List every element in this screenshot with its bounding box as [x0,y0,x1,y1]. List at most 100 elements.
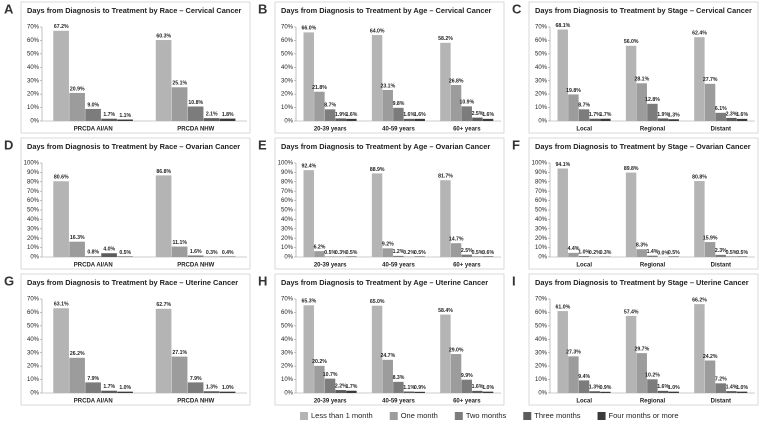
value-label: 26.8% [449,78,464,84]
panel-letter: G [4,273,14,288]
value-label: 27.3% [566,350,581,356]
legend-swatch [300,412,308,420]
y-tick-label: 20% [535,92,548,98]
x-tick-label: 40-59 years [382,399,415,405]
value-label: 1.7% [346,384,358,390]
bar [578,380,590,393]
panel-letter: I [512,273,516,288]
bar [568,252,579,257]
value-label: 4.4% [568,246,580,252]
value-label: 8.3% [393,375,405,381]
bar [715,383,726,393]
bar [171,356,188,393]
value-label: 64.0% [370,28,385,34]
panel-frame [274,273,505,406]
panel-letter: F [512,137,520,152]
y-tick-label: 60% [281,198,294,204]
value-label: 27.1% [172,350,187,356]
y-tick-label: 10% [27,377,40,383]
bar [303,170,314,257]
legend-swatch [454,412,463,420]
panel-letter: C [512,1,522,16]
panel-frame [20,1,251,134]
value-label: 66.2% [692,297,707,303]
y-tick-label: 50% [281,51,294,57]
y-tick-label: 40% [535,65,548,71]
chart-title: Days from Diagnosis to Treatment by Age … [281,278,488,287]
value-label: 0.5% [736,250,748,256]
y-tick-label: 0% [284,391,293,397]
y-tick-label: 60% [281,310,294,316]
y-tick-label: 30% [27,226,40,232]
chart-title: Days from Diagnosis to Treatment by Race… [27,6,242,15]
y-tick-label: 50% [535,51,548,57]
value-label: 0.5% [414,250,426,256]
value-label: 0.9% [600,385,612,391]
y-tick-label: 70% [281,189,294,195]
value-label: 2.2% [335,383,347,389]
bar [101,390,117,393]
value-label: 56.0% [624,39,639,45]
value-label: 0.5% [668,250,680,256]
bar [657,390,669,393]
y-tick-label: 50% [27,323,40,329]
bar [414,118,425,121]
chart-title: Days from Diagnosis to Treatment by Age … [281,6,492,15]
bar [324,378,336,393]
bar [69,92,85,121]
value-label: 10.9% [459,100,474,106]
y-tick-label: 50% [535,208,548,214]
bar [414,391,425,393]
y-tick-label: 30% [27,350,40,356]
value-label: 9.4% [578,374,590,380]
x-tick-label: PRCDA NHW [177,263,214,269]
panel-letter: B [258,1,267,16]
bar [85,382,101,393]
value-label: 58.4% [438,308,453,314]
value-label: 80.6% [54,175,69,181]
bar [704,360,716,393]
x-tick-label: PRCDA NHW [177,127,214,133]
bar [568,94,579,121]
y-tick-label: 0% [538,391,547,397]
bar [668,119,679,121]
value-label: 0.8% [87,250,99,256]
legend-label: One month [401,411,438,420]
y-tick-label: 30% [281,226,294,232]
y-tick-label: 10% [27,245,40,251]
bar [117,119,133,121]
value-label: 1.9% [335,112,347,118]
y-tick-label: 0% [284,255,293,261]
value-label: 2.3% [715,248,727,254]
bar [382,89,393,121]
value-label: 10.2% [645,373,660,379]
bar [53,308,69,393]
bar [371,305,383,393]
value-label: 65.0% [370,299,385,305]
bar [461,106,472,121]
chart-title: Days from Diagnosis to Treatment by Race… [27,278,238,287]
bar [715,254,726,257]
y-tick-label: 70% [27,25,40,31]
legend-swatch [523,412,532,420]
value-label: 0.0% [657,250,669,256]
chart-title: Days from Diagnosis to Treatment by Race… [27,142,240,151]
bar [472,390,483,393]
bar [393,381,404,393]
bar [625,45,637,121]
value-label: 6.2% [314,245,326,251]
legend-label: Four months or more [609,411,679,420]
panel-frame [528,273,759,406]
bar [715,112,726,121]
legend-label: Three months [534,411,581,420]
x-tick-label: 60+ years [453,399,481,405]
bar [704,242,716,257]
y-tick-label: 20% [27,236,40,242]
x-tick-label: Distant [711,127,731,133]
bar [101,118,117,121]
value-label: 1.3% [668,113,680,119]
y-tick-label: 90% [535,170,548,176]
bar [335,118,346,121]
y-tick-label: 70% [535,297,548,303]
bar [371,173,383,257]
